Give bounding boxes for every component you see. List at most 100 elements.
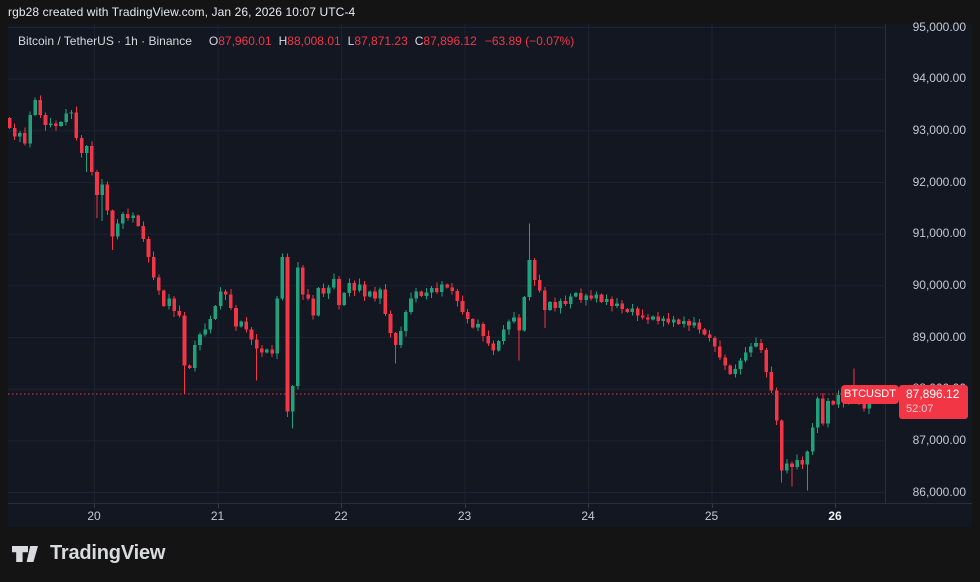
candle — [198, 334, 202, 345]
price-axis-label: 91,000.00 — [912, 226, 966, 241]
price-axis-label: 94,000.00 — [912, 71, 966, 86]
candle — [455, 291, 460, 301]
candle — [167, 298, 171, 306]
tradingview-logo[interactable]: TradingView — [12, 542, 165, 565]
candle — [110, 210, 115, 237]
candle — [301, 267, 305, 295]
candle — [867, 400, 872, 409]
candle — [393, 332, 398, 345]
candle — [671, 319, 676, 323]
candle — [280, 256, 285, 299]
candle — [476, 324, 480, 328]
candle — [450, 287, 455, 292]
chart-pane[interactable]: 95,000.00 94,000.00 93,000.00 92,000.00 91,0… — [8, 20, 972, 528]
price-axis-label: 93,000.00 — [912, 122, 966, 137]
candle — [64, 113, 68, 123]
price-axis-label: 86,000.00 — [912, 484, 966, 499]
candle — [785, 463, 789, 471]
candle — [182, 315, 187, 366]
candle — [208, 318, 213, 330]
candle — [311, 298, 316, 316]
candlestick-plot[interactable] — [8, 24, 885, 503]
candle — [527, 260, 532, 298]
price-axis-label: 87,000.00 — [912, 432, 966, 447]
price-axis[interactable]: 95,000.00 94,000.00 93,000.00 92,000.00 91,0… — [886, 20, 972, 503]
candle — [239, 321, 243, 327]
candle — [414, 291, 418, 299]
candle — [826, 401, 830, 424]
tradingview-logo-icon — [12, 545, 38, 562]
candle — [388, 313, 393, 333]
symbol-badge: BTCUSDT — [841, 385, 899, 404]
candle — [790, 463, 794, 468]
candle — [378, 289, 382, 299]
candle — [712, 338, 717, 347]
candle — [306, 294, 310, 299]
candle — [404, 312, 408, 331]
time-axis-tick — [711, 504, 713, 508]
candle — [702, 329, 707, 335]
candle — [326, 287, 331, 294]
candle — [352, 282, 357, 291]
candle — [131, 215, 135, 219]
candle — [862, 404, 866, 409]
candle — [656, 316, 660, 321]
candle — [759, 343, 763, 350]
candle — [779, 420, 784, 471]
candle — [543, 290, 547, 311]
candle — [28, 114, 32, 144]
candle — [249, 329, 254, 340]
candle — [95, 172, 99, 195]
candle — [651, 316, 655, 320]
candle — [512, 317, 516, 322]
candle — [218, 291, 223, 306]
snapshot-caption: rgb28 created with TradingView.com, Jan … — [8, 5, 356, 19]
candle — [769, 372, 774, 391]
candle — [831, 401, 835, 405]
candle — [172, 298, 177, 312]
candle — [54, 123, 58, 127]
price-axis-label: 89,000.00 — [912, 329, 966, 344]
candle-countdown: 52:07 — [906, 403, 934, 415]
candle — [501, 329, 506, 342]
price-axis-label: 95,000.00 — [912, 19, 966, 34]
time-axis-label: 23 — [457, 509, 472, 523]
candle — [162, 290, 166, 306]
candle — [193, 344, 197, 368]
candle — [434, 287, 439, 293]
last-price: 87,896.12 — [906, 387, 960, 401]
candle — [84, 145, 89, 154]
candle — [615, 303, 619, 306]
candle — [584, 295, 588, 300]
candle — [79, 138, 84, 154]
candle — [666, 318, 671, 323]
time-axis[interactable]: 20 21 22 23 24 25 26 — [8, 503, 972, 528]
ohlc-values: O87,960.01 H88,008.01 L87,871.23 C87,896.12 — [208, 34, 477, 48]
candle — [537, 280, 542, 291]
candle — [244, 321, 249, 330]
candle — [579, 293, 583, 300]
candle — [445, 284, 449, 288]
candle — [213, 306, 218, 319]
time-axis-tick — [217, 504, 219, 508]
candle — [800, 459, 805, 465]
candle — [362, 284, 367, 297]
time-axis-label: 25 — [704, 509, 719, 523]
candle — [342, 293, 346, 305]
candle — [599, 294, 604, 302]
candle — [774, 390, 779, 421]
candle — [532, 260, 537, 281]
candle — [558, 300, 563, 309]
candle — [265, 349, 269, 353]
candle — [357, 284, 362, 291]
candle — [836, 394, 841, 405]
candle — [733, 369, 738, 375]
candle — [640, 315, 645, 318]
candle — [120, 214, 125, 224]
candle — [486, 335, 491, 344]
candle — [229, 294, 233, 309]
candle — [610, 298, 614, 306]
candle — [156, 277, 161, 291]
chart-legend: Bitcoin / TetherUS · 1h · Binance O87,960… — [18, 33, 574, 49]
candle — [295, 267, 300, 387]
